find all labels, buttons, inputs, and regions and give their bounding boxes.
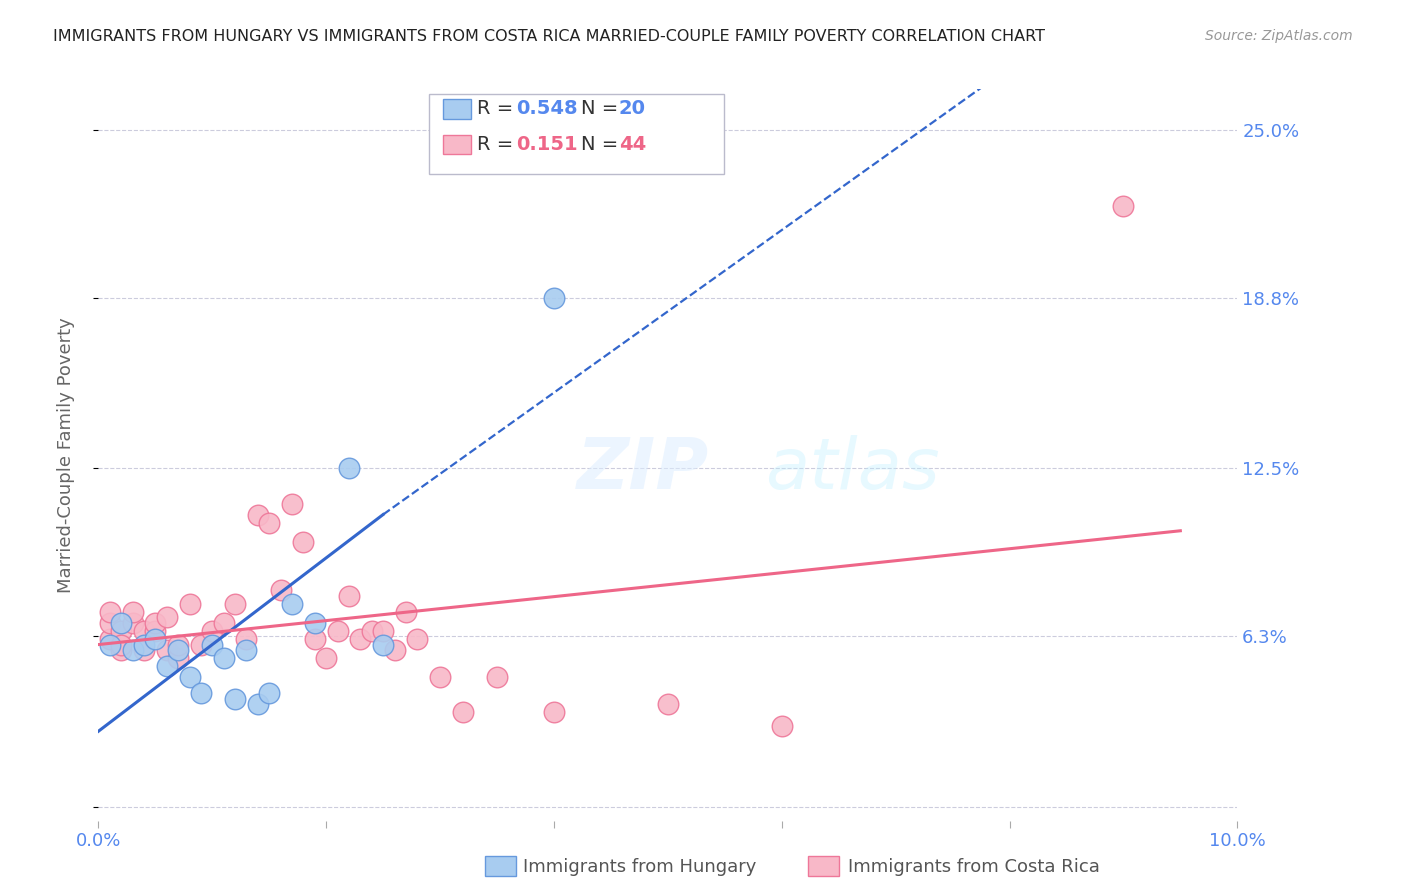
Point xyxy=(110,638,132,652)
Text: N =: N = xyxy=(581,99,624,119)
Point xyxy=(259,686,281,700)
Point xyxy=(167,651,190,665)
Point xyxy=(281,597,304,611)
Point xyxy=(121,615,143,630)
Point xyxy=(451,706,474,720)
Point xyxy=(156,659,179,673)
Point xyxy=(121,605,143,619)
Point xyxy=(98,615,121,630)
Point xyxy=(543,291,565,305)
Text: 0.151: 0.151 xyxy=(516,135,578,154)
Point xyxy=(395,605,418,619)
Point xyxy=(246,697,269,711)
Point xyxy=(337,461,360,475)
Point xyxy=(543,706,565,720)
Point xyxy=(132,643,155,657)
Point xyxy=(132,638,155,652)
Point xyxy=(98,638,121,652)
Point xyxy=(201,624,224,638)
Point xyxy=(98,632,121,647)
Text: ZIP: ZIP xyxy=(576,435,709,504)
Point xyxy=(179,597,201,611)
Point xyxy=(384,643,406,657)
Y-axis label: Married-Couple Family Poverty: Married-Couple Family Poverty xyxy=(56,317,75,593)
Point xyxy=(190,638,212,652)
Point xyxy=(429,670,451,684)
Point xyxy=(167,643,190,657)
Text: IMMIGRANTS FROM HUNGARY VS IMMIGRANTS FROM COSTA RICA MARRIED-COUPLE FAMILY POVE: IMMIGRANTS FROM HUNGARY VS IMMIGRANTS FR… xyxy=(53,29,1046,44)
Point xyxy=(224,597,246,611)
Point xyxy=(145,632,167,647)
Point xyxy=(770,719,793,733)
Text: atlas: atlas xyxy=(765,435,939,504)
Text: Source: ZipAtlas.com: Source: ZipAtlas.com xyxy=(1205,29,1353,43)
Point xyxy=(373,638,395,652)
Point xyxy=(201,638,224,652)
Point xyxy=(235,632,257,647)
Point xyxy=(110,615,132,630)
Point xyxy=(190,686,212,700)
Point xyxy=(179,670,201,684)
Text: 20: 20 xyxy=(619,99,645,119)
Point xyxy=(486,670,509,684)
Point xyxy=(304,632,326,647)
Point xyxy=(212,615,235,630)
Point xyxy=(406,632,429,647)
Point xyxy=(657,697,679,711)
Point xyxy=(315,651,337,665)
Text: Immigrants from Hungary: Immigrants from Hungary xyxy=(523,858,756,876)
Point xyxy=(145,624,167,638)
Text: 0.548: 0.548 xyxy=(516,99,578,119)
Point xyxy=(246,508,269,522)
Point xyxy=(156,610,179,624)
Point xyxy=(259,516,281,530)
Point xyxy=(224,691,246,706)
Point xyxy=(235,643,257,657)
Text: R =: R = xyxy=(477,99,519,119)
Point xyxy=(1112,199,1135,213)
Point xyxy=(167,638,190,652)
Point xyxy=(292,534,315,549)
Point xyxy=(281,497,304,511)
Point xyxy=(132,624,155,638)
Point xyxy=(304,615,326,630)
Point xyxy=(326,624,349,638)
Text: Immigrants from Costa Rica: Immigrants from Costa Rica xyxy=(848,858,1099,876)
Point xyxy=(156,643,179,657)
Point xyxy=(337,589,360,603)
Text: R =: R = xyxy=(477,135,526,154)
Point xyxy=(121,643,143,657)
Point xyxy=(145,615,167,630)
Point xyxy=(373,624,395,638)
Text: N =: N = xyxy=(581,135,624,154)
Point xyxy=(270,583,292,598)
Point xyxy=(349,632,371,647)
Point xyxy=(212,651,235,665)
Point xyxy=(110,643,132,657)
Point xyxy=(110,624,132,638)
Text: 44: 44 xyxy=(619,135,645,154)
Point xyxy=(360,624,382,638)
Point xyxy=(98,605,121,619)
